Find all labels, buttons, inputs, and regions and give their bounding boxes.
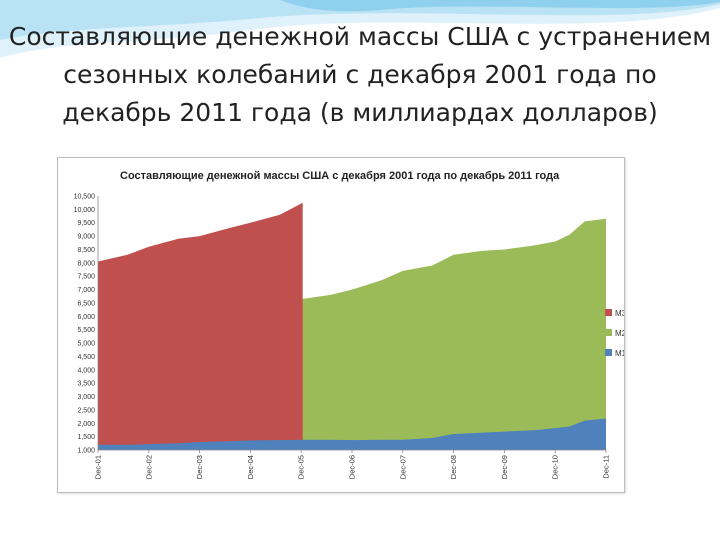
x-tick-label: Dec-09	[500, 455, 509, 479]
x-tick-label: Dec-06	[348, 455, 357, 479]
chart-legend: M3 M2 M1	[605, 309, 624, 358]
x-tick-label: Dec-07	[398, 455, 407, 479]
y-tick-label: 9,500	[77, 220, 95, 227]
y-tick-label: 2,000	[77, 421, 95, 428]
slide-title: Составляющие денежной массы США с устран…	[0, 18, 720, 132]
y-tick-label: 8,000	[77, 260, 95, 267]
chart-canvas: Составляющие денежной массы США с декабр…	[74, 170, 624, 479]
y-tick-label: 6,000	[77, 314, 95, 321]
y-tick-label: 10,000	[74, 207, 96, 214]
slide-title-line-2: сезонных колебаний с декабря 2001 года п…	[63, 60, 657, 89]
x-tick-label: Dec-05	[297, 455, 306, 479]
y-tick-label: 7,500	[77, 274, 95, 281]
x-tick-label: Dec-03	[195, 455, 204, 479]
legend-swatch-m1	[605, 349, 612, 356]
y-tick-label: 7,000	[77, 287, 95, 294]
area-series-group	[98, 202, 606, 450]
y-tick-label: 10,500	[74, 194, 96, 201]
legend-swatch-m3	[605, 309, 612, 316]
x-axis: Dec-01 Dec-02 Dec-03 Dec-04 Dec-05 Dec-06 Dec-…	[94, 449, 611, 479]
y-tick-label: 3,500	[77, 381, 95, 388]
x-tick-label: Dec-08	[449, 455, 458, 479]
slide-title-line-1: Составляющие денежной массы США с устран…	[8, 22, 712, 51]
money-supply-chart: Составляющие денежной массы США с декабр…	[57, 157, 625, 493]
y-tick-label: 2,500	[77, 407, 95, 414]
y-tick-label: 1,500	[77, 434, 95, 441]
area-series-m3	[98, 202, 303, 450]
y-tick-label: 5,500	[77, 327, 95, 334]
legend-label-m3: M3	[615, 309, 624, 318]
y-tick-label: 8,500	[77, 247, 95, 254]
y-tick-label: 4,500	[77, 354, 95, 361]
area-series-m1	[98, 418, 606, 450]
x-tick-label: Dec-11	[602, 455, 611, 479]
legend-label-m2: M2	[615, 329, 624, 338]
x-tick-label: Dec-04	[246, 455, 255, 479]
y-tick-label: 6,500	[77, 300, 95, 307]
y-tick-label: 3,000	[77, 394, 95, 401]
slide-title-line-3: декабрь 2011 года (в миллиардах долларов…	[62, 98, 658, 127]
x-tick-label: Dec-01	[94, 455, 103, 479]
y-tick-label: 1,000	[77, 448, 95, 455]
y-tick-label: 9,000	[77, 234, 95, 241]
y-axis: 1,000 1,500 2,000 2,500 3,000 3,500 4,000 4,500…	[74, 194, 99, 455]
y-tick-label: 4,000	[77, 367, 95, 374]
x-tick-label: Dec-10	[551, 455, 560, 479]
x-tick-label: Dec-02	[144, 455, 153, 479]
chart-title: Составляющие денежной массы США с декабр…	[120, 170, 560, 182]
y-tick-label: 5,000	[77, 341, 95, 348]
legend-label-m1: M1	[615, 349, 624, 358]
legend-swatch-m2	[605, 329, 612, 336]
